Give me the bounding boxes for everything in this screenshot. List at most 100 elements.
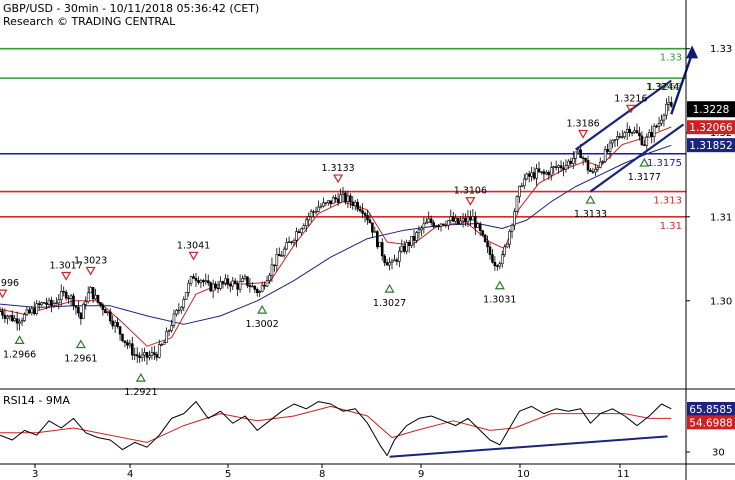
- swing-low-marker: [585, 194, 596, 204]
- candle-body: [219, 281, 222, 289]
- candle-body: [101, 304, 105, 310]
- level-label: 1.3265: [647, 82, 682, 93]
- candle-body: [469, 216, 472, 221]
- candle-body: [15, 318, 19, 324]
- candle-body: [451, 216, 455, 222]
- trend-channel: [575, 45, 699, 193]
- candle-body: [420, 227, 423, 231]
- candle-body: [368, 219, 372, 224]
- candle-body: [574, 151, 578, 159]
- candle-body: [10, 315, 14, 322]
- candle-body: [238, 281, 242, 290]
- swing-low-label: 1.2921: [124, 387, 157, 398]
- candle-body: [300, 228, 303, 233]
- candle-body: [23, 314, 26, 322]
- swing-low-marker: [75, 339, 86, 349]
- candle-body: [285, 242, 288, 250]
- candle-body: [62, 290, 66, 293]
- candle-body: [251, 285, 254, 288]
- candle-body: [153, 352, 156, 355]
- candle-body: [594, 168, 597, 173]
- candle-body: [647, 131, 651, 138]
- candle-body: [422, 223, 426, 229]
- candle-body: [229, 284, 232, 287]
- candle-body: [295, 231, 298, 241]
- candle-body: [655, 125, 658, 128]
- candle-body: [275, 254, 279, 266]
- candle-body: [608, 142, 612, 152]
- candle-body: [579, 149, 582, 159]
- swing-high-marker: [188, 251, 199, 261]
- candle-body: [491, 254, 494, 263]
- candle-body: [559, 165, 563, 169]
- candle-body: [177, 309, 181, 312]
- swing-high-label: 1.2996: [0, 278, 19, 289]
- candle-body: [40, 302, 43, 306]
- candle-body: [322, 202, 325, 207]
- candle-body: [427, 218, 431, 223]
- candle-body: [255, 289, 259, 293]
- time-tick-label: 11: [617, 469, 630, 480]
- candle-body: [496, 265, 499, 267]
- ma-price-label: 1.31852: [689, 140, 732, 152]
- candle-body: [336, 198, 340, 203]
- candle-body: [569, 160, 573, 164]
- candle-body: [508, 230, 511, 245]
- candle-body: [324, 202, 328, 204]
- candle-body: [361, 210, 364, 214]
- candle-body: [383, 255, 386, 263]
- price-tick-label: 1.31: [710, 212, 732, 223]
- candle-body: [162, 342, 166, 345]
- candle-body: [638, 132, 641, 137]
- candle-body: [398, 250, 401, 262]
- candle-body: [28, 309, 31, 314]
- candle-body: [32, 308, 36, 315]
- candle-body: [405, 242, 409, 252]
- candle-body: [265, 280, 269, 287]
- candle-body: [204, 280, 208, 283]
- candle-body: [486, 241, 489, 248]
- candle-body: [510, 224, 514, 232]
- candle-body: [165, 331, 168, 343]
- candle-body: [547, 172, 551, 176]
- swing-high-label: 1.3017: [50, 260, 83, 271]
- rsi-value-tag: [687, 415, 735, 430]
- rsi-value-tag: [687, 401, 735, 416]
- swing-high-label: 1.3186: [566, 119, 599, 130]
- candle-body: [86, 292, 90, 303]
- candle-body: [461, 218, 465, 222]
- candle-body: [537, 168, 541, 173]
- candle-body: [473, 216, 477, 228]
- candle-body: [246, 276, 249, 286]
- candle-body: [96, 294, 100, 303]
- candle-body: [532, 172, 536, 179]
- candle-body: [665, 104, 668, 116]
- candle-body: [172, 313, 176, 326]
- swing-high-label: 1.3216: [614, 93, 647, 104]
- candle-body: [202, 280, 205, 283]
- candle-body: [260, 284, 264, 292]
- candle-body: [412, 236, 416, 241]
- candle-body: [84, 301, 88, 305]
- candle-body: [116, 322, 119, 327]
- candle-body: [623, 132, 627, 138]
- candle-body: [557, 165, 560, 168]
- candle-body: [630, 132, 634, 134]
- candle-body: [640, 135, 644, 146]
- candle-body: [148, 355, 151, 358]
- slow-ma-line: [0, 144, 672, 325]
- swing-high-marker: [465, 197, 476, 206]
- candle-body: [667, 102, 671, 105]
- candle-body: [552, 166, 556, 168]
- candle-body: [1, 310, 4, 316]
- candle-body: [456, 217, 460, 224]
- candle-body: [282, 248, 286, 256]
- level-label: 1.3175: [647, 158, 682, 169]
- candle-body: [395, 259, 399, 262]
- candle-body: [515, 196, 519, 212]
- candle-body: [363, 213, 367, 216]
- rsi-value-label: 65.8585: [689, 404, 732, 416]
- candle-body: [273, 264, 276, 266]
